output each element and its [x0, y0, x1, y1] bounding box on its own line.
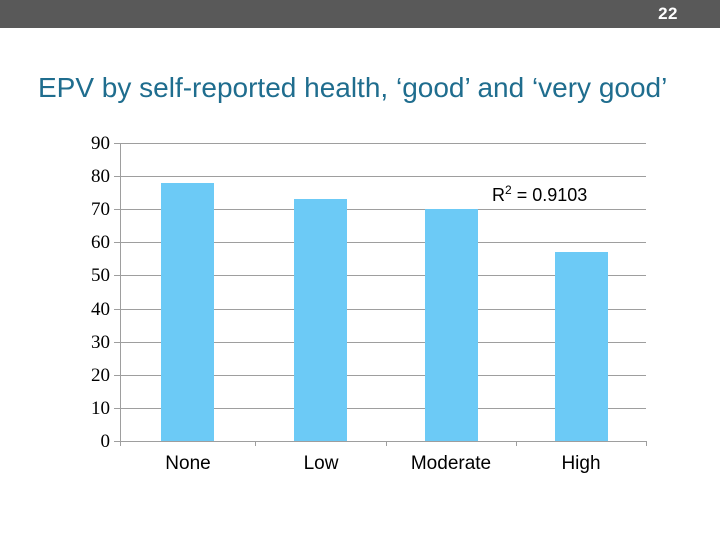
gridline [114, 375, 646, 376]
gridline [114, 408, 646, 409]
bar-low [294, 199, 347, 441]
x-axis-label: Low [303, 453, 339, 474]
x-axis-tick [516, 441, 517, 446]
x-axis-tick [386, 441, 387, 446]
y-axis-label: 80 [91, 166, 110, 187]
gridline [114, 309, 646, 310]
gridline [114, 176, 646, 177]
bar-moderate [425, 209, 478, 441]
y-axis-label: 60 [91, 232, 110, 253]
y-axis-label: 30 [91, 332, 110, 353]
bar-none [161, 183, 214, 441]
slide-title: EPV by self-reported health, ‘good’ and … [38, 72, 668, 103]
y-axis-label: 90 [91, 133, 110, 154]
slide-header-bar: 22 [0, 0, 720, 28]
gridline [114, 275, 646, 276]
x-axis-tick [255, 441, 256, 446]
x-axis-label: None [165, 453, 211, 474]
gridline [114, 209, 646, 210]
x-axis-tick [646, 441, 647, 446]
y-axis-label: 50 [91, 265, 110, 286]
x-axis-label: High [561, 453, 601, 474]
y-axis-label: 20 [91, 365, 110, 386]
y-axis-label: 0 [100, 431, 111, 452]
y-axis-label: 40 [91, 299, 110, 320]
y-axis-label: 10 [91, 398, 110, 419]
r-squared-rest: = 0.9103 [511, 185, 588, 205]
gridline [114, 143, 646, 144]
r-squared-annotation: R2 = 0.9103 [492, 183, 587, 206]
x-axis-label: Moderate [410, 453, 492, 474]
r-squared-base: R [492, 185, 505, 205]
x-axis-line [114, 441, 646, 442]
y-axis-line [120, 143, 121, 446]
y-axis-label: 70 [91, 199, 110, 220]
r-squared-sup: 2 [505, 183, 512, 197]
slide-number: 22 [658, 4, 678, 23]
x-axis-tick [120, 441, 121, 446]
bar-high [555, 252, 608, 441]
gridline [114, 342, 646, 343]
gridline [114, 242, 646, 243]
